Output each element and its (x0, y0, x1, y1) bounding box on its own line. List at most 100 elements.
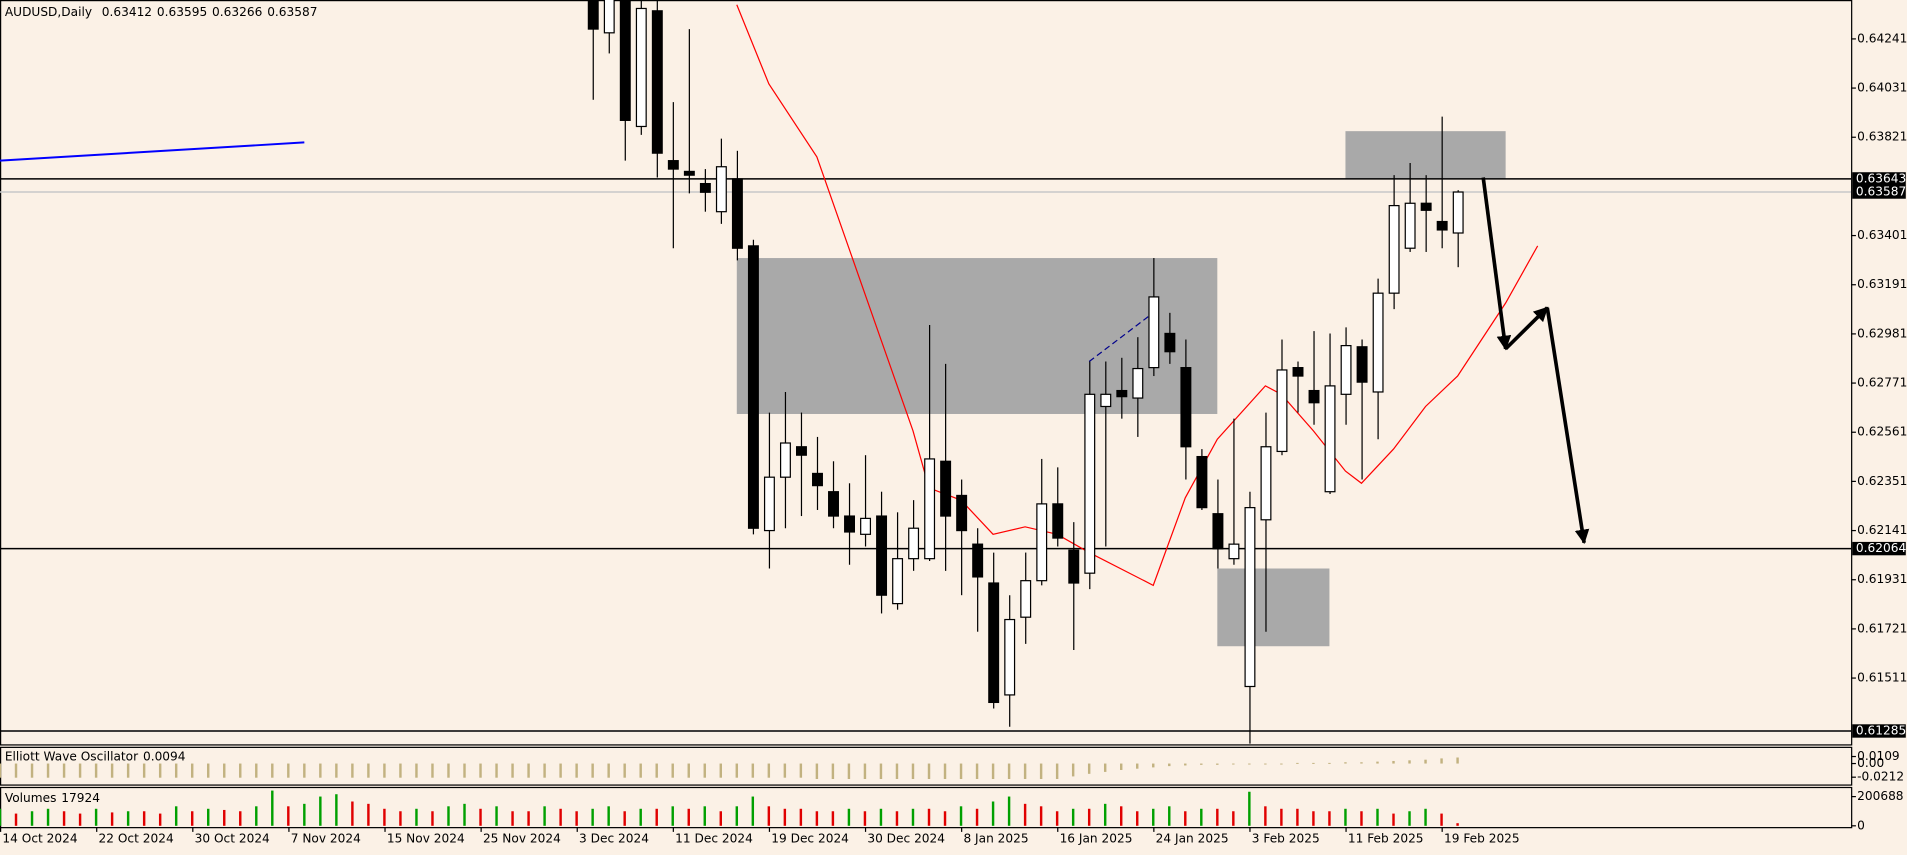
x-tick-label: 11 Dec 2024 (675, 832, 753, 846)
price-label: 0.63587 (1856, 185, 1906, 199)
bar (607, 763, 610, 778)
bar (511, 811, 514, 826)
bar (687, 763, 690, 778)
bar (927, 808, 931, 826)
x-tick-label: 19 Feb 2025 (1444, 832, 1520, 846)
main-plot (0, 0, 1852, 744)
bar (1055, 763, 1059, 779)
bar (1408, 760, 1411, 764)
candle-body (1420, 202, 1432, 211)
bar (1200, 808, 1203, 826)
bar (927, 763, 931, 779)
bar (271, 763, 274, 778)
bar (463, 763, 466, 778)
candle-body (1292, 367, 1304, 377)
candle-body (1004, 618, 1016, 696)
candle-body (1436, 220, 1448, 231)
bar (319, 763, 322, 778)
bar (94, 763, 98, 778)
bar (495, 763, 498, 778)
bar (447, 763, 450, 778)
bar (351, 763, 354, 778)
ohlc-open: 0.63412 (102, 5, 152, 19)
candle-body (956, 494, 968, 532)
ohlc-high: 0.63595 (157, 5, 207, 19)
x-tick-label: 30 Oct 2024 (195, 832, 270, 846)
ohlc-close: 0.63587 (267, 5, 317, 19)
candle-body (763, 476, 775, 532)
bar (126, 811, 130, 826)
bar (255, 763, 258, 778)
bar (1440, 758, 1443, 764)
x-tick-label: 16 Jan 2025 (1060, 832, 1133, 846)
x-tick-label: 7 Nov 2024 (291, 832, 361, 846)
bar (895, 763, 899, 779)
bar (1216, 808, 1219, 826)
bar (1071, 808, 1075, 826)
bar (126, 763, 130, 778)
volume-plot (0, 790, 1459, 826)
candle-body (876, 515, 888, 596)
indicator-value: 0.0094 (143, 749, 186, 763)
bar (735, 806, 739, 826)
bar (1216, 763, 1219, 765)
bar (815, 763, 819, 779)
bar (399, 763, 402, 778)
y-tick-label: 0.62141 (1857, 523, 1907, 537)
bar (719, 763, 722, 778)
bar (158, 813, 162, 826)
candle-body (812, 472, 823, 487)
candle-body (1388, 204, 1400, 294)
y-tick-label: 0.63191 (1857, 277, 1907, 291)
bar (911, 808, 915, 826)
bar (463, 803, 466, 826)
bar (1071, 763, 1075, 777)
bar (511, 763, 514, 778)
bar (1424, 808, 1427, 826)
y-tick-label: 0.62981 (1857, 326, 1907, 340)
bar (1103, 803, 1107, 826)
bar (1152, 808, 1155, 826)
candle-body (635, 7, 647, 128)
bar (142, 811, 146, 826)
bar (0, 763, 2, 778)
x-tick-label: 14 Oct 2024 (2, 832, 77, 846)
chart-title: AUDUSD,Daily 0.63412 0.63595 0.63266 0.63587 (5, 5, 318, 19)
price-label-box (1852, 172, 1906, 186)
bar (543, 806, 546, 826)
bar (943, 763, 947, 779)
bar (1023, 803, 1027, 826)
bar (831, 763, 835, 779)
bar (1344, 808, 1347, 826)
bar (30, 811, 34, 826)
bar (1184, 763, 1187, 766)
candle-body (1356, 346, 1368, 383)
bar (335, 763, 338, 778)
candle-body (844, 515, 856, 533)
bar (351, 801, 354, 826)
bar (239, 763, 242, 778)
bar (1055, 811, 1059, 826)
y-tick-label: 0.00 (1857, 756, 1884, 770)
zone (1345, 131, 1506, 179)
bar (719, 811, 722, 826)
bar (399, 811, 402, 826)
candle-body (796, 446, 807, 456)
bar (383, 808, 386, 826)
bar (1440, 813, 1443, 826)
bar (671, 763, 674, 778)
candle-body (1164, 332, 1176, 353)
bar (1232, 763, 1235, 765)
bar (207, 808, 210, 826)
candle-body (940, 460, 952, 517)
bar (607, 806, 610, 826)
bar (703, 763, 706, 778)
bar (1023, 763, 1027, 779)
bar (991, 763, 995, 779)
bar (991, 801, 995, 826)
bar (1312, 811, 1315, 826)
candle-body (972, 543, 984, 578)
bar (142, 763, 146, 778)
bar (1456, 757, 1459, 764)
candle-body (1180, 367, 1192, 448)
